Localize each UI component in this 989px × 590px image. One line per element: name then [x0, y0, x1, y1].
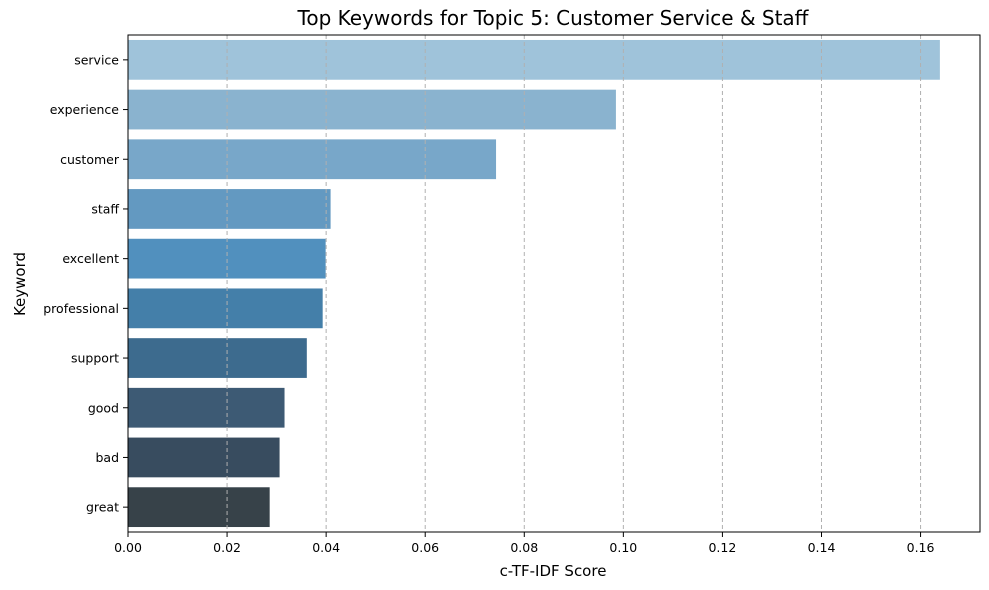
y-tick-label-experience: experience	[50, 102, 120, 117]
x-tick-label: 0.06	[411, 540, 439, 555]
bar-professional	[128, 288, 323, 329]
bar-support	[128, 338, 307, 378]
bar-customer	[128, 139, 497, 180]
y-tick-label-bad: bad	[95, 450, 119, 465]
bar-experience	[128, 89, 616, 130]
bar-excellent	[128, 238, 326, 279]
x-tick-label: 0.16	[907, 540, 935, 555]
x-tick-label: 0.14	[808, 540, 836, 555]
x-tick-label: 0.02	[213, 540, 241, 555]
y-tick-label-professional: professional	[43, 301, 119, 316]
y-tick-label-excellent: excellent	[62, 251, 119, 266]
y-axis-label: Keyword	[11, 252, 29, 316]
y-tick-label-good: good	[88, 400, 119, 415]
y-tick-label-staff: staff	[91, 201, 119, 216]
x-axis-label: c-TF-IDF Score	[500, 562, 607, 580]
bars	[128, 39, 940, 528]
x-tick-label: 0.04	[312, 540, 340, 555]
x-tick-label: 0.10	[609, 540, 637, 555]
y-tick-label-service: service	[74, 52, 119, 67]
y-tick-label-great: great	[86, 500, 119, 515]
bar-service	[128, 39, 940, 80]
plot-frame	[127, 34, 981, 533]
grid-lines	[226, 35, 922, 532]
x-tick-label: 0.08	[510, 540, 538, 555]
bar-great	[128, 487, 270, 528]
x-tick-label: 0.00	[114, 540, 142, 555]
bar-bad	[128, 437, 280, 478]
x-axis-ticks: 0.00 0.02 0.04 0.06 0.08 0.10 0.12 0.14 0.16	[114, 532, 935, 555]
x-tick-label: 0.12	[708, 540, 736, 555]
bar-good	[128, 387, 285, 428]
y-tick-label-customer: customer	[60, 152, 120, 167]
chart-title: Top Keywords for Topic 5: Customer Servi…	[297, 6, 810, 30]
y-axis-ticks: service experience customer staff excellent p…	[43, 52, 128, 515]
bar-staff	[128, 189, 331, 229]
y-tick-label-support: support	[71, 351, 119, 366]
